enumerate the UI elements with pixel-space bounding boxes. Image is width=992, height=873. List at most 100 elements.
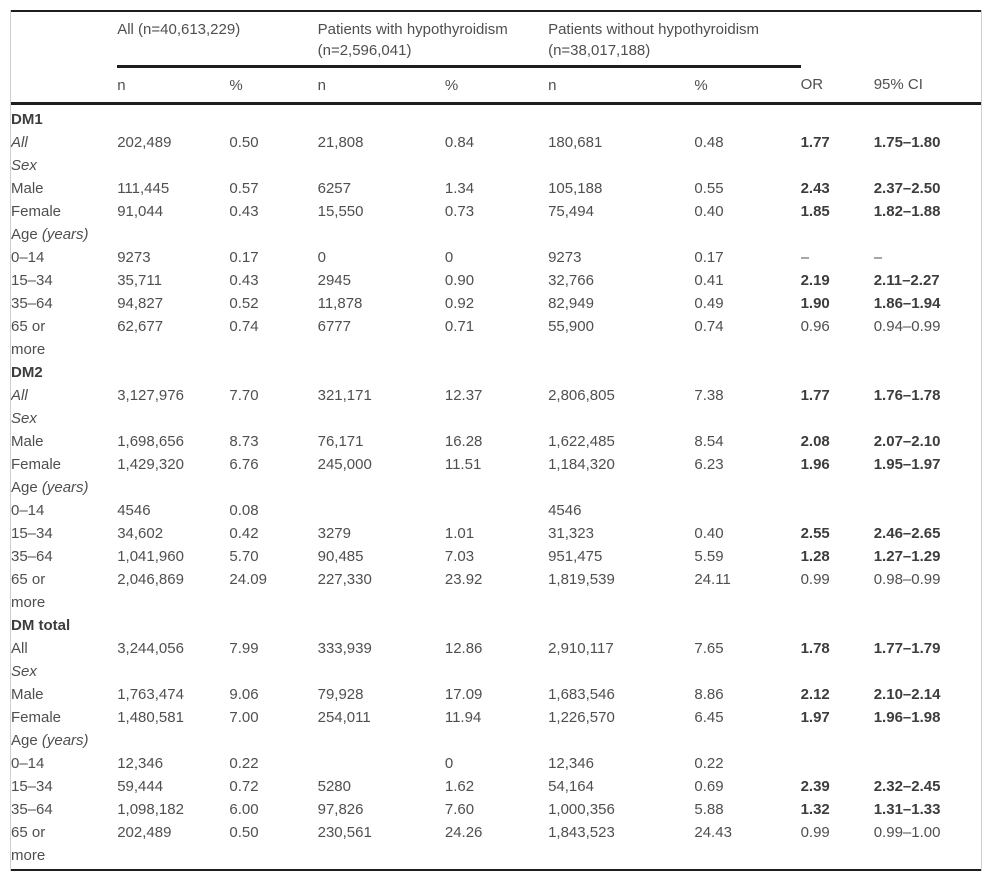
cell: 0.72 <box>229 778 259 795</box>
cell <box>318 154 445 177</box>
cell: 0.41 <box>694 272 724 289</box>
row-label: Male <box>11 686 44 703</box>
sub-header-spacer <box>11 66 118 105</box>
table-body: DM1 All 202,489 0.50 21,808 0.84 180,681 0.48 1.… <box>11 104 981 871</box>
table-row: 65 or more 2,046,869 24.09 227,330 23.92 1,81… <box>11 568 981 614</box>
group-header-spacer <box>801 11 874 67</box>
cell: 1.96–1.98 <box>873 709 941 726</box>
cell: 2,910,117 <box>548 640 614 657</box>
cell <box>694 223 800 246</box>
cell <box>445 361 548 384</box>
cell: 1.82–1.88 <box>873 203 941 220</box>
cell: 245,000 <box>317 456 372 473</box>
cell: 321,171 <box>317 387 372 404</box>
cell: 7.38 <box>694 387 724 404</box>
cell: 7.00 <box>229 709 259 726</box>
table-row: Age (years) <box>11 729 981 752</box>
col-header-ci: 95% CI <box>873 66 981 105</box>
col-group-without-hypothyroidism: Patients without hypothyroidism (n=38,01… <box>548 11 801 68</box>
cell: 76,171 <box>317 433 364 450</box>
cell <box>801 614 874 637</box>
cell: 227,330 <box>317 571 372 588</box>
cell <box>318 660 445 683</box>
cell: 1.86–1.94 <box>873 295 941 312</box>
cell: 6777 <box>317 318 351 335</box>
cell: 5.88 <box>694 801 724 818</box>
cell: 2.43 <box>800 180 830 197</box>
cell <box>117 154 229 177</box>
cell <box>318 752 445 775</box>
cell: 59,444 <box>117 778 164 795</box>
row-label: 0–14 <box>11 502 45 519</box>
cell: 0.22 <box>229 755 259 772</box>
cell: 1,622,485 <box>548 433 615 450</box>
cell <box>694 361 800 384</box>
cell <box>117 407 229 430</box>
cell: 0.99–1.00 <box>873 824 941 841</box>
cell: 2,046,869 <box>117 571 184 588</box>
cell: 4546 <box>548 502 582 519</box>
cell <box>694 476 800 499</box>
cell: 0 <box>317 249 326 266</box>
cell: 2.08 <box>800 433 830 450</box>
cell: 1.28 <box>800 548 830 565</box>
cell: 2.11–2.27 <box>873 272 940 289</box>
cell: 6.23 <box>694 456 724 473</box>
cell <box>874 476 981 499</box>
cell: 91,044 <box>117 203 164 220</box>
cell: 111,445 <box>117 180 170 197</box>
cell: 0.49 <box>694 295 724 312</box>
table-row: Age (years) <box>11 476 981 499</box>
cell: 0.99 <box>800 824 830 841</box>
cell <box>548 614 694 637</box>
cell: 1.34 <box>444 180 475 197</box>
cell <box>318 499 445 522</box>
cell: 0.90 <box>444 272 475 289</box>
cell <box>874 660 981 683</box>
table-row: Sex <box>11 407 981 430</box>
row-label: Sex <box>11 410 37 427</box>
cell: 55,900 <box>548 318 594 335</box>
cell: 0.73 <box>444 203 475 220</box>
cell: 1.77 <box>800 387 830 404</box>
cell <box>117 614 229 637</box>
row-label: All <box>11 387 28 404</box>
row-label: DM2 <box>11 364 43 381</box>
cell: 24.26 <box>444 824 483 841</box>
col-header-pct-without: % <box>694 66 801 105</box>
cell <box>874 614 981 637</box>
cell <box>117 223 229 246</box>
row-label: 35–64 <box>11 801 53 818</box>
cell <box>694 499 800 522</box>
cell: 2945 <box>317 272 351 289</box>
cell <box>229 729 317 752</box>
table-row: Male 1,763,474 9.06 79,928 17.09 1,683,546 8.8… <box>11 683 981 706</box>
cell <box>874 729 981 752</box>
cell: 7.65 <box>694 640 724 657</box>
cell <box>229 223 317 246</box>
cell: 2.37–2.50 <box>873 180 941 197</box>
cell: 0.48 <box>694 134 724 151</box>
cell: 0.74 <box>229 318 259 335</box>
cell: 951,475 <box>548 548 603 565</box>
cell: 1.77 <box>800 134 830 151</box>
cell: 1,819,539 <box>548 571 615 588</box>
table-row: 0–14 4546 0.08 4546 <box>11 499 981 522</box>
table-row: DM1 <box>11 104 981 132</box>
group-header-spacer <box>11 11 117 67</box>
cell <box>229 154 317 177</box>
cell <box>801 223 874 246</box>
cell: 9273 <box>117 249 151 266</box>
cell: 0.74 <box>694 318 724 335</box>
cell: 62,677 <box>117 318 164 335</box>
cell <box>801 752 874 775</box>
cell: 1,226,570 <box>548 709 615 726</box>
cell: 5.59 <box>694 548 724 565</box>
row-label: 65 or more <box>11 824 46 864</box>
cell: 0.17 <box>694 249 724 266</box>
row-label: Age (years) <box>11 479 89 496</box>
cell: 0.69 <box>694 778 724 795</box>
cell: 0.57 <box>229 180 259 197</box>
cell: 2.55 <box>800 525 830 542</box>
cell <box>694 729 800 752</box>
